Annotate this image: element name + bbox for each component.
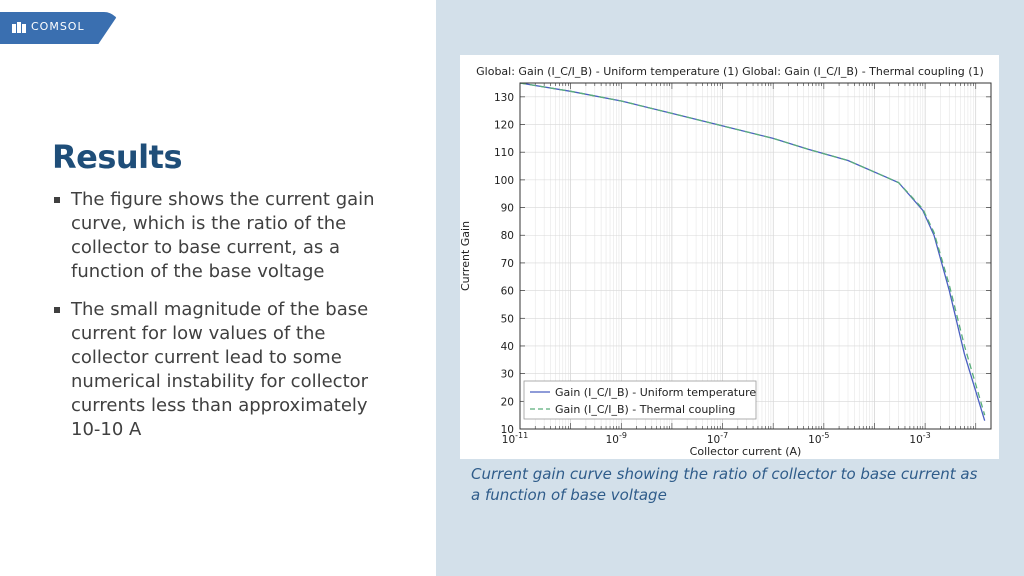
legend-label-uniform: Gain (I_C/I_B) - Uniform temperature (555, 386, 756, 399)
x-tick-label: 10-3 (909, 431, 930, 446)
chart-container: Global: Gain (I_C/I_B) - Uniform tempera… (459, 55, 999, 459)
x-tick-label: 10-7 (707, 431, 728, 446)
y-tick-label: 110 (494, 147, 514, 159)
grid (519, 83, 992, 430)
series-line-thermal-coupling (519, 82, 986, 416)
legend: Gain (I_C/I_B) - Uniform temperature Gai… (523, 380, 757, 420)
y-tick-label: 60 (501, 286, 514, 298)
x-tick-label: 10-5 (808, 431, 829, 446)
series-layer (519, 82, 986, 421)
legend-box (523, 380, 757, 420)
y-tick-label: 30 (501, 369, 514, 381)
y-tick-label: 70 (501, 258, 514, 270)
current-gain-chart: Global: Gain (I_C/I_B) - Uniform tempera… (459, 65, 992, 458)
bullet-text: The small magnitude of the base current … (71, 299, 369, 440)
y-tick-label: 130 (494, 92, 514, 104)
y-axis-label: Current Gain (460, 221, 472, 291)
y-tick-label: 10 (501, 424, 514, 436)
figure-caption: Current gain curve showing the ratio of … (471, 465, 978, 504)
y-tick-label: 80 (501, 230, 514, 242)
bullet-text: The figure shows the current gain curve,… (71, 189, 375, 282)
bullet-square-icon (54, 307, 60, 313)
x-axis-label: Collector current (A) (690, 445, 802, 458)
y-tick-label: 40 (501, 341, 514, 353)
series-line-uniform-temperature (519, 82, 986, 421)
legend-label-thermal: Gain (I_C/I_B) - Thermal coupling (555, 403, 735, 416)
bullet-item: The small magnitude of the base current … (52, 298, 382, 442)
y-tick-label: 20 (501, 396, 514, 408)
comsol-logo[interactable]: COMSOL (0, 12, 120, 44)
chart-title: Global: Gain (I_C/I_B) - Uniform tempera… (476, 65, 984, 78)
bullet-list: The figure shows the current gain curve,… (52, 188, 382, 456)
plot-frame (519, 82, 992, 430)
comsol-logo-icon (12, 22, 26, 33)
bullet-square-icon (54, 197, 60, 203)
page-title: Results (52, 138, 182, 176)
y-tick-label: 50 (501, 313, 514, 325)
y-tick-label: 100 (494, 175, 514, 187)
bullet-item: The figure shows the current gain curve,… (52, 188, 382, 284)
logo-text: COMSOL (31, 20, 85, 33)
x-tick-label: 10-11 (502, 431, 528, 446)
y-tick-label: 90 (501, 203, 514, 215)
x-tick-label: 10-9 (606, 431, 627, 446)
axis-ticks: 10 20 30 40 50 60 70 80 90 100 110 120 130 10-11 10-9 1… (494, 83, 992, 446)
y-tick-label: 120 (494, 120, 514, 132)
